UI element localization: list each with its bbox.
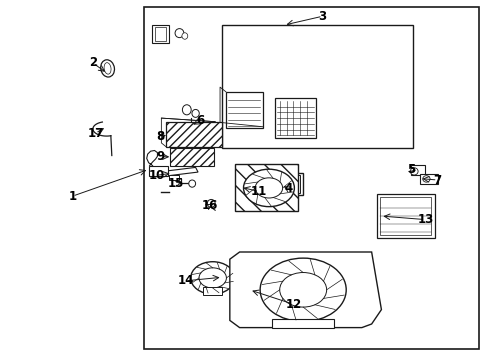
Bar (148, 166, 168, 176)
Text: 10: 10 (148, 169, 164, 182)
Bar (154, 27, 165, 41)
Bar (183, 126, 198, 132)
Bar (419, 174, 437, 184)
Text: 1: 1 (68, 190, 76, 203)
Ellipse shape (101, 60, 114, 77)
Bar (380, 197, 430, 235)
Bar (410, 165, 425, 175)
Polygon shape (166, 167, 198, 176)
Ellipse shape (409, 168, 417, 175)
Text: 15: 15 (167, 177, 184, 190)
Bar (225, 92, 262, 128)
Text: 4: 4 (284, 183, 292, 195)
Circle shape (279, 273, 326, 307)
Text: 7: 7 (433, 174, 441, 186)
Polygon shape (229, 252, 381, 328)
Bar (168, 175, 179, 180)
Circle shape (255, 178, 282, 198)
Ellipse shape (182, 33, 187, 39)
Ellipse shape (422, 176, 429, 182)
Ellipse shape (104, 63, 111, 74)
Bar (273, 173, 303, 195)
Bar (144, 7, 478, 349)
Bar (166, 122, 222, 147)
Bar (151, 25, 168, 43)
Ellipse shape (188, 180, 195, 187)
Bar (376, 194, 434, 238)
Text: 17: 17 (87, 127, 103, 140)
Bar (271, 319, 334, 328)
Bar (203, 287, 222, 295)
Text: 9: 9 (156, 150, 164, 163)
Circle shape (243, 169, 294, 207)
Circle shape (260, 258, 346, 321)
Text: 8: 8 (156, 130, 164, 143)
Text: 16: 16 (202, 199, 218, 212)
Bar (274, 98, 316, 138)
Text: 5: 5 (406, 163, 414, 176)
Text: 14: 14 (177, 274, 194, 287)
Circle shape (190, 262, 234, 294)
Circle shape (199, 268, 226, 288)
Ellipse shape (207, 199, 215, 207)
Text: 6: 6 (196, 114, 204, 127)
Ellipse shape (175, 29, 183, 37)
Bar (234, 164, 298, 211)
Text: 3: 3 (318, 10, 326, 23)
Text: 2: 2 (89, 57, 97, 69)
Ellipse shape (182, 105, 191, 115)
Text: 13: 13 (416, 213, 433, 226)
Ellipse shape (192, 109, 199, 117)
Bar (170, 148, 214, 166)
Text: 11: 11 (250, 185, 267, 198)
Bar (276, 175, 300, 193)
Text: 12: 12 (285, 298, 301, 311)
Bar (222, 25, 412, 148)
